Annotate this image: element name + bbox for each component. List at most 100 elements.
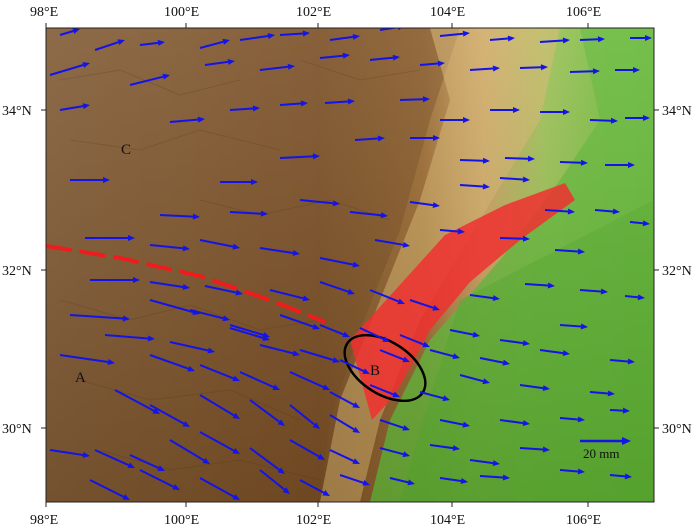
- velocity-vector: [169, 341, 215, 354]
- vector-shaft: [59, 354, 109, 363]
- arrow-right-icon: [252, 105, 260, 112]
- arrow-right-icon: [157, 39, 165, 46]
- vector-shaft: [279, 32, 304, 36]
- velocity-vector: [499, 339, 530, 347]
- lat-tick-left-34: 34°N: [2, 104, 32, 119]
- lat-tick-left-30: 30°N: [2, 422, 32, 437]
- vector-shaft: [289, 439, 320, 458]
- vector-shaft: [259, 469, 286, 491]
- velocity-vector: [114, 389, 160, 414]
- velocity-vector: [239, 371, 280, 390]
- arrow-right-icon: [182, 245, 190, 252]
- vector-shaft: [479, 475, 504, 479]
- vector-shaft: [419, 62, 439, 66]
- velocity-vector: [489, 35, 515, 42]
- velocity-vector: [569, 68, 600, 75]
- vector-shaft: [609, 409, 624, 412]
- arrow-right-icon: [457, 228, 465, 235]
- arrow-right-icon: [600, 288, 608, 295]
- lon-tick-top-104: 104°E: [430, 5, 465, 20]
- velocity-vector: [504, 155, 535, 162]
- velocity-vector: [289, 404, 320, 429]
- velocity-vector: [149, 244, 190, 252]
- vector-shaft: [199, 364, 234, 380]
- velocity-vector: [319, 52, 350, 59]
- arrow-right-icon: [342, 331, 350, 338]
- velocity-vector: [615, 67, 640, 73]
- vector-shaft: [624, 295, 639, 299]
- velocity-vector: [89, 479, 130, 500]
- velocity-vector: [349, 211, 388, 219]
- vector-shaft: [169, 439, 205, 462]
- velocity-vector: [609, 473, 632, 480]
- arrow-right-icon: [282, 487, 290, 494]
- velocity-vector: [439, 228, 465, 235]
- vector-shaft: [279, 102, 302, 106]
- lat-tick-left-32: 32°N: [2, 264, 32, 279]
- velocity-vector: [204, 58, 235, 66]
- velocity-vector: [169, 439, 210, 464]
- arrow-right-icon: [502, 474, 510, 481]
- arrow-right-icon: [133, 277, 140, 283]
- arrow-right-icon: [577, 468, 585, 475]
- vector-shaft: [329, 414, 355, 431]
- arrow-right-icon: [612, 208, 620, 215]
- velocity-vector: [299, 349, 340, 363]
- arrow-right-icon: [222, 315, 230, 322]
- arrow-right-icon: [402, 424, 410, 431]
- velocity-vector: [59, 28, 80, 36]
- velocity-vector: [129, 73, 170, 86]
- arrow-right-icon: [128, 235, 135, 241]
- arrow-right-icon: [432, 304, 440, 311]
- vector-shaft: [239, 34, 269, 41]
- velocity-vector: [59, 103, 90, 111]
- vector-shaft: [319, 257, 354, 266]
- vector-shaft: [259, 247, 294, 254]
- vector-shaft: [104, 334, 149, 340]
- arrow-right-icon: [482, 183, 490, 190]
- arrow-right-icon: [172, 484, 180, 490]
- arrow-right-icon: [392, 54, 400, 61]
- arrow-right-icon: [492, 295, 500, 302]
- velocity-vector: [559, 159, 588, 166]
- vector-shaft: [409, 299, 434, 309]
- vector-shaft: [539, 349, 564, 355]
- velocity-vector: [540, 109, 570, 115]
- arrow-right-icon: [527, 155, 535, 162]
- arrow-right-icon: [232, 412, 240, 419]
- velocity-vector: [279, 314, 320, 330]
- arrow-right-icon: [597, 36, 605, 43]
- velocity-vector: [249, 447, 285, 474]
- velocity-vector: [499, 419, 530, 427]
- velocity-vector: [329, 414, 360, 433]
- vector-shaft: [349, 211, 382, 217]
- vector-shaft: [519, 66, 542, 69]
- vector-shaft: [259, 65, 289, 71]
- vector-shaft: [69, 314, 124, 320]
- arrow-right-icon: [507, 35, 515, 42]
- arrow-right-icon: [235, 289, 243, 296]
- vector-shaft: [204, 60, 229, 66]
- arrow-right-icon: [322, 490, 330, 496]
- velocity-vector: [374, 239, 410, 248]
- velocity-vector: [189, 309, 230, 322]
- velocity-vector: [439, 30, 470, 37]
- lat-tick-right-30: 30°N: [662, 422, 692, 437]
- arrow-right-icon: [398, 28, 402, 31]
- velocity-vector: [409, 201, 440, 209]
- velocity-vector: [399, 96, 430, 103]
- arrow-right-icon: [312, 153, 320, 160]
- vector-shaft: [94, 41, 119, 51]
- velocity-vector: [459, 183, 490, 190]
- velocity-vector: [319, 257, 360, 268]
- map-border: [45, 27, 655, 503]
- arrow-right-icon: [187, 365, 195, 372]
- velocity-vector: [329, 391, 360, 408]
- velocity-vector: [544, 208, 575, 215]
- lon-tick-bottom-98: 98°E: [30, 513, 58, 528]
- vector-shaft: [559, 161, 582, 164]
- vector-shaft: [559, 324, 582, 328]
- velocity-vector: [524, 282, 555, 289]
- velocity-vector: [69, 314, 130, 322]
- arrow-right-icon: [267, 33, 275, 39]
